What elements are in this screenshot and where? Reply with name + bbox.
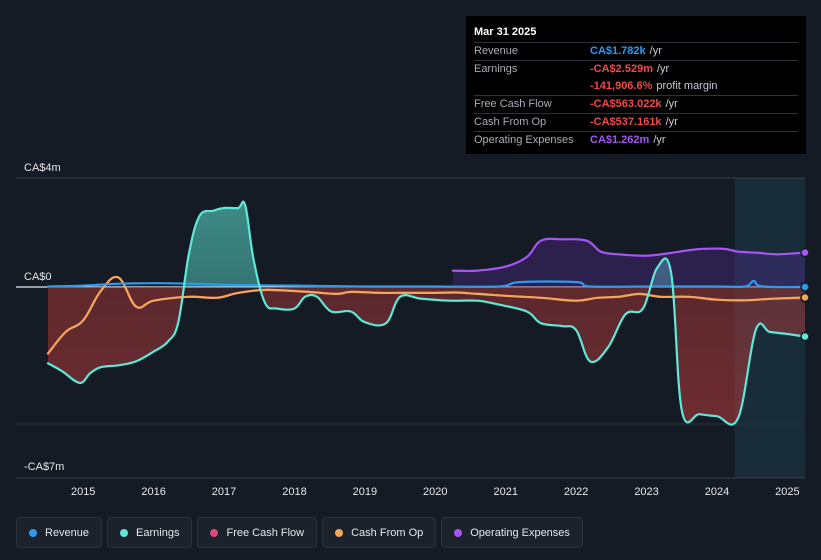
legend-item-operating-expenses[interactable]: Operating Expenses	[441, 517, 583, 548]
legend-label: Free Cash Flow	[226, 526, 305, 539]
x-tick-label: 2017	[212, 486, 236, 498]
x-tick-label: 2019	[353, 486, 377, 498]
x-tick-label: 2021	[493, 486, 517, 498]
y-tick-label: CA$4m	[24, 162, 61, 174]
tooltip-row-value: CA$1.262m	[590, 134, 650, 146]
operating-expenses-end-marker	[800, 247, 810, 258]
x-tick-label: 2018	[282, 486, 306, 498]
legend-item-cash-from-op[interactable]: Cash From Op	[322, 517, 437, 548]
legend-label: Revenue	[45, 526, 90, 539]
earnings-area-negative	[48, 287, 805, 425]
y-tick-label: CA$0	[24, 271, 52, 283]
legend-dot-icon	[120, 528, 129, 537]
x-tick-label: 2016	[141, 486, 165, 498]
earnings-line	[46, 200, 807, 426]
operating-expenses-line	[451, 237, 807, 273]
cash-from-op-area	[48, 287, 805, 354]
operating-expenses-area	[452, 238, 805, 287]
x-tick-label: 2015	[71, 486, 95, 498]
chart-legend: Revenue Earnings Free Cash Flow Cash From O…	[16, 517, 583, 548]
x-axis-labels: 2015 2016 2017 2018 2019 2020 2021 2022 2023 2024…	[71, 486, 800, 498]
earnings-end-marker	[800, 331, 810, 342]
tooltip-row: Revenue CA$1.782k/yr	[474, 42, 798, 60]
legend-item-free-cash-flow[interactable]: Free Cash Flow	[197, 517, 318, 548]
cash-from-op-end-marker	[800, 292, 810, 303]
tooltip-date: Mar 31 2025	[474, 26, 537, 38]
x-tick-label: 2024	[705, 486, 729, 498]
tooltip-row: -141,906.6% profit margin	[474, 78, 798, 95]
series-lines	[46, 200, 807, 426]
tooltip-row: Earnings -CA$2.529m/yr	[474, 60, 798, 78]
tooltip-row-label: Cash From Op	[474, 116, 547, 128]
tooltip-row-value: -141,906.6%	[590, 80, 653, 92]
tooltip-row-unit: /yr	[665, 98, 678, 110]
legend-dot-icon	[210, 528, 219, 537]
tooltip-row-value: CA$1.782k	[590, 45, 646, 57]
series-end-markers	[800, 247, 810, 342]
x-tick-label: 2023	[634, 486, 658, 498]
data-tooltip: Mar 31 2025 Revenue CA$1.782k/yr Earnings -…	[466, 16, 806, 154]
legend-dot-icon	[29, 528, 37, 537]
revenue-end-marker	[800, 282, 810, 292]
tooltip-row-unit: profit margin	[656, 80, 718, 92]
legend-item-earnings[interactable]: Earnings	[107, 517, 193, 548]
tooltip-row-label	[474, 78, 590, 95]
tooltip-row-value: -CA$537.161k	[590, 116, 662, 128]
tooltip-row-unit: /yr	[653, 134, 666, 146]
tooltip-row-value: -CA$563.022k	[590, 98, 662, 110]
tooltip-row-value: -CA$2.529m	[590, 63, 653, 75]
tooltip-row: Free Cash Flow -CA$563.022k/yr	[474, 95, 798, 113]
tooltip-row-unit: /yr	[665, 116, 678, 128]
area-fills	[48, 201, 805, 425]
x-tick-label: 2020	[423, 486, 447, 498]
tooltip-row-label: Revenue	[474, 45, 519, 57]
tooltip-row: Cash From Op -CA$537.161k/yr	[474, 113, 798, 131]
y-axis-labels: CA$4m CA$0 -CA$7m	[24, 162, 64, 473]
legend-item-revenue[interactable]: Revenue	[16, 517, 103, 548]
tooltip-row-unit: /yr	[656, 63, 670, 75]
legend-dot-icon	[454, 528, 463, 537]
tooltip-row-label: Free Cash Flow	[474, 98, 552, 110]
y-tick-label: -CA$7m	[24, 461, 64, 473]
legend-dot-icon	[335, 528, 344, 537]
tooltip-row-unit: /yr	[649, 45, 662, 57]
cash-from-op-line	[46, 275, 807, 355]
x-tick-label: 2025	[775, 486, 799, 498]
revenue-line	[46, 279, 807, 289]
legend-label: Operating Expenses	[470, 526, 570, 539]
earnings-area-positive	[48, 201, 805, 287]
x-tick-label: 2022	[564, 486, 588, 498]
tooltip-row: Operating Expenses CA$1.262m/yr	[474, 131, 798, 149]
tooltip-row-label: Operating Expenses	[474, 134, 574, 146]
legend-label: Cash From Op	[351, 526, 424, 539]
tooltip-row-label: Earnings	[474, 63, 518, 75]
legend-label: Earnings	[136, 526, 180, 539]
